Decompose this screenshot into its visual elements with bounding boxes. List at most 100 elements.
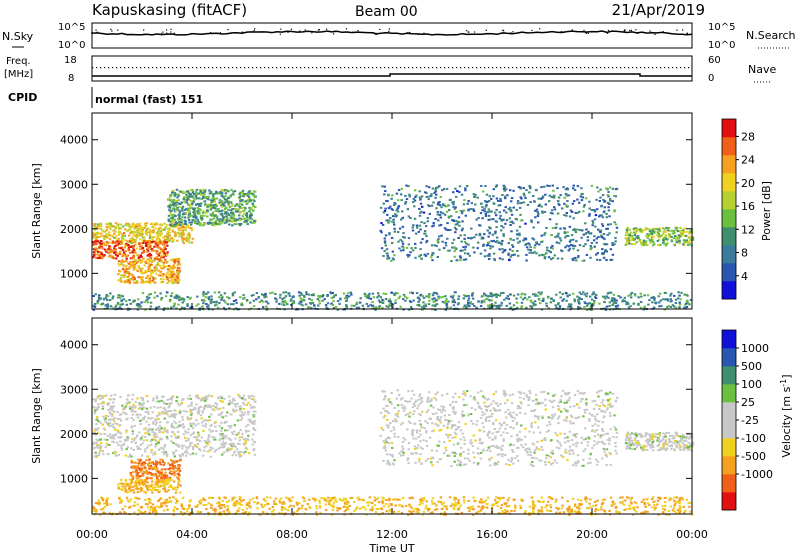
noise-search-point [466, 30, 467, 31]
range-gate-cell [140, 468, 142, 470]
range-gate-cell [408, 237, 410, 239]
range-gate-cell [94, 303, 96, 305]
range-gate-cell [226, 296, 228, 298]
range-gate-cell [393, 224, 395, 226]
range-gate-cell [472, 303, 474, 305]
range-gate-cell [427, 253, 429, 255]
range-gate-cell [579, 307, 581, 309]
range-gate-cell [113, 411, 115, 413]
range-gate-cell [350, 294, 352, 296]
range-gate-cell [431, 259, 433, 261]
range-gate-cell [502, 292, 504, 294]
range-gate-cell [188, 214, 190, 216]
range-gate-cell [218, 414, 220, 416]
range-gate-cell [680, 232, 682, 234]
range-gate-cell [206, 396, 208, 398]
range-gate-cell [207, 443, 209, 445]
range-gate-cell [215, 430, 217, 432]
range-gate-cell [684, 241, 686, 243]
range-gate-cell [159, 425, 161, 427]
range-gate-cell [144, 227, 146, 229]
range-gate-cell [191, 229, 193, 231]
range-gate-cell [481, 206, 483, 208]
range-gate-cell [615, 305, 617, 307]
range-gate-cell [169, 464, 171, 466]
nave-point [160, 67, 161, 68]
range-gate-cell [191, 242, 193, 244]
range-gate-cell [595, 254, 597, 256]
range-gate-cell [445, 242, 447, 244]
range-gate-cell [172, 431, 174, 433]
range-gate-cell [325, 304, 327, 306]
range-gate-cell [142, 276, 144, 278]
range-gate-cell [553, 206, 555, 208]
range-gate-cell [605, 213, 607, 215]
power-scatter [92, 185, 694, 312]
range-gate-cell [283, 297, 285, 299]
range-gate-cell [221, 206, 223, 208]
range-gate-cell [104, 244, 106, 246]
range-gate-cell [609, 301, 611, 303]
range-gate-cell [445, 300, 447, 302]
range-gate-cell [549, 218, 551, 220]
range-gate-cell [139, 227, 141, 229]
range-gate-cell [486, 194, 488, 196]
range-gate-cell [125, 260, 127, 262]
range-gate-cell [432, 301, 434, 303]
range-gate-cell [166, 245, 168, 247]
range-gate-cell [109, 408, 111, 410]
range-gate-cell [228, 214, 230, 216]
range-gate-cell [198, 197, 200, 199]
range-gate-cell [567, 306, 569, 308]
nave-point [512, 67, 513, 68]
range-gate-cell [375, 307, 377, 309]
range-gate-cell [122, 225, 124, 227]
range-gate-cell [140, 272, 142, 274]
range-gate-cell [555, 294, 557, 296]
range-gate-cell [670, 239, 672, 241]
range-gate-cell [465, 246, 467, 248]
range-gate-cell [653, 228, 655, 230]
range-gate-cell [113, 417, 115, 419]
range-gate-cell [456, 223, 458, 225]
range-gate-cell [564, 232, 566, 234]
range-gate-cell [173, 273, 175, 275]
range-gate-cell [119, 424, 121, 426]
nave-point [184, 67, 185, 68]
range-gate-cell [195, 196, 197, 198]
range-gate-cell [172, 220, 174, 222]
range-gate-cell [321, 295, 323, 297]
nave-point [604, 67, 605, 68]
range-gate-cell [562, 293, 564, 295]
range-gate-cell [159, 406, 161, 408]
range-gate-cell [182, 233, 184, 235]
range-gate-cell [613, 243, 615, 245]
range-gate-cell [614, 237, 616, 239]
range-gate-cell [561, 258, 563, 260]
range-gate-cell [179, 233, 181, 235]
range-gate-cell [121, 449, 123, 451]
nave-point [644, 67, 645, 68]
range-gate-cell [516, 233, 518, 235]
range-gate-cell [207, 204, 209, 206]
range-gate-cell [385, 234, 387, 236]
range-gate-cell [657, 231, 659, 233]
range-gate-cell [133, 467, 135, 469]
range-gate-cell [163, 223, 165, 225]
range-gate-cell [145, 421, 147, 423]
range-gate-cell [132, 419, 134, 421]
range-gate-cell [461, 220, 463, 222]
noise-search-point [423, 33, 424, 34]
range-gate-cell [449, 229, 451, 231]
range-gate-cell [534, 304, 536, 306]
range-gate-cell [633, 303, 635, 305]
range-gate-cell [232, 212, 234, 214]
nave-point [176, 67, 177, 68]
range-gate-cell [103, 231, 105, 233]
nave-point [252, 67, 253, 68]
range-gate-cell [224, 422, 226, 424]
range-gate-cell [482, 295, 484, 297]
range-gate-cell [414, 218, 416, 220]
range-gate-cell [566, 212, 568, 214]
range-gate-cell [187, 398, 189, 400]
